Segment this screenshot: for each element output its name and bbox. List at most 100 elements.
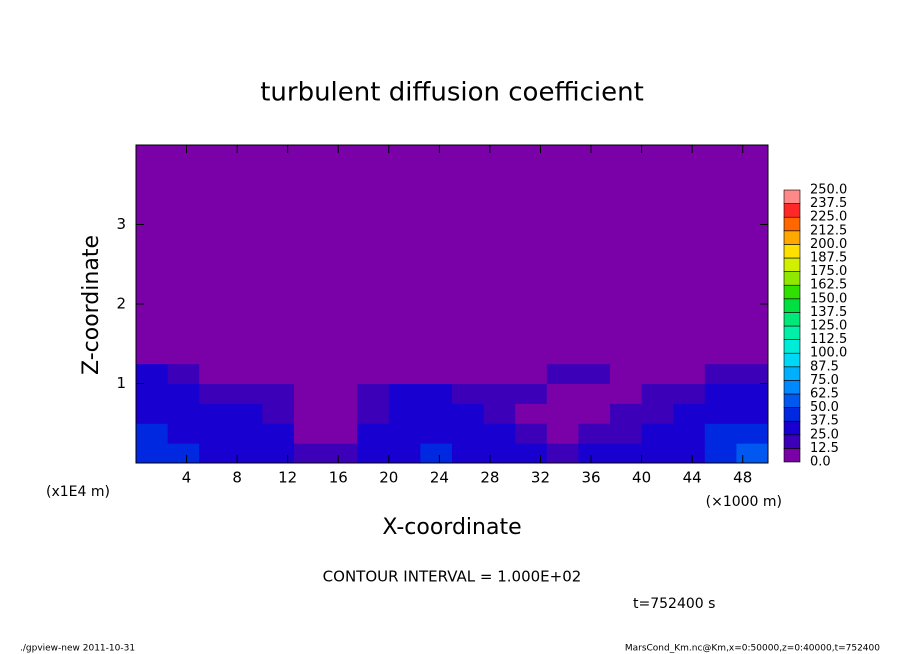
colorbar-label: 37.5 [810, 414, 839, 429]
heat-cell [578, 383, 611, 404]
heat-cell [167, 423, 200, 444]
heat-cell [199, 164, 232, 186]
heat-cell [420, 184, 453, 206]
heat-cell [262, 244, 295, 265]
heat-cell [483, 224, 516, 245]
heat-cell [610, 443, 643, 464]
heat-cell [641, 164, 674, 186]
colorbar-label: 75.0 [810, 373, 839, 388]
heat-cell [230, 145, 263, 166]
heat-cell [546, 164, 579, 186]
heat-cell [546, 343, 579, 365]
heat-cell [578, 403, 611, 424]
heat-cell [230, 264, 263, 285]
colorbar-swatch [783, 325, 801, 340]
heat-cell [136, 383, 169, 404]
heat-cell [736, 363, 769, 384]
heat-cell [515, 204, 548, 225]
heat-cell [199, 264, 232, 285]
heat-cell [483, 284, 516, 305]
heat-cell [483, 304, 516, 325]
heat-cell [294, 244, 327, 265]
heat-cell [262, 304, 295, 325]
heat-cell [136, 343, 169, 365]
colorbar-swatch [783, 271, 801, 286]
heat-cell [704, 224, 737, 245]
heat-cell [641, 224, 674, 245]
heat-cell [452, 343, 485, 365]
heat-cell [388, 164, 421, 186]
heat-cell [736, 383, 769, 404]
heat-cell [388, 204, 421, 225]
heat-cell [136, 403, 169, 424]
heat-cell [452, 363, 485, 384]
heat-cell [230, 363, 263, 384]
heat-cell [641, 184, 674, 206]
heat-cell [673, 284, 706, 305]
heat-cell [483, 443, 516, 464]
heat-cell [294, 343, 327, 365]
heat-cell [673, 164, 706, 186]
colorbar-swatch [783, 393, 801, 408]
heat-cell [167, 204, 200, 225]
heat-cell [230, 423, 263, 444]
heat-cell [357, 403, 390, 424]
time-label: t=752400 s [633, 596, 715, 612]
y-axis-label: Z-coordinate [79, 235, 104, 375]
heat-cell [325, 204, 358, 225]
heat-cell [673, 145, 706, 166]
heat-cell [325, 383, 358, 404]
heat-cell [515, 423, 548, 444]
x-tick-label: 8 [232, 469, 242, 487]
heat-cell [546, 304, 579, 325]
heat-cell [546, 443, 579, 464]
heat-cell [673, 443, 706, 464]
heat-cell [199, 204, 232, 225]
heat-cell [230, 304, 263, 325]
heat-cell [515, 145, 548, 166]
heat-cell [578, 224, 611, 245]
heat-cell [546, 323, 579, 345]
heat-cell [452, 304, 485, 325]
heat-cell [578, 343, 611, 365]
footer-left: ./gpview-new 2011-10-31 [20, 644, 135, 654]
heat-cell [294, 423, 327, 444]
heat-cell [420, 164, 453, 186]
heat-cell [388, 323, 421, 345]
heat-cell [230, 284, 263, 305]
heat-cell [420, 363, 453, 384]
heat-cell [704, 403, 737, 424]
heat-cell [483, 244, 516, 265]
heat-cell [483, 204, 516, 225]
heat-cell [452, 184, 485, 206]
heat-cell [167, 145, 200, 166]
heat-cell [610, 145, 643, 166]
heat-cell [420, 204, 453, 225]
colorbar-label: 225.0 [810, 210, 847, 225]
heat-cell [294, 403, 327, 424]
heat-cell [199, 423, 232, 444]
heat-cell [136, 423, 169, 444]
heat-cell [704, 443, 737, 464]
heat-cell [199, 443, 232, 464]
heat-cell [610, 184, 643, 206]
heat-cell [420, 264, 453, 285]
heat-cell [294, 164, 327, 186]
x-axis-label: X-coordinate [382, 515, 521, 540]
heat-cell [388, 383, 421, 404]
heat-cell [357, 423, 390, 444]
heat-cell [388, 363, 421, 384]
heat-cell [199, 224, 232, 245]
heat-cell [610, 244, 643, 265]
heat-cell [515, 383, 548, 404]
heat-cell [641, 244, 674, 265]
colorbar-label: 62.5 [810, 387, 839, 402]
heat-cell [136, 363, 169, 384]
heat-cell [262, 145, 295, 166]
heat-cell [736, 284, 769, 305]
heat-cell [357, 284, 390, 305]
colorbar-swatch [783, 352, 801, 368]
heat-cell [294, 383, 327, 404]
heat-cell [610, 383, 643, 404]
heat-cell [736, 343, 769, 365]
